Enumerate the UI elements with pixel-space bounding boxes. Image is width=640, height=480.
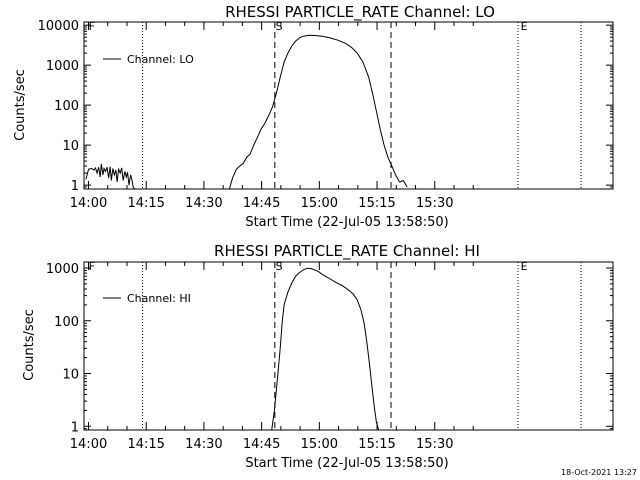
plot-layer: 1 10 100 1000 14:00 14:15 14:30 14:45 15:00 15:15…	[46, 260, 613, 452]
timestamp: 18-Oct-2021 13:27	[561, 468, 637, 477]
y-tick-label: 1	[71, 179, 79, 194]
x-tick-label: 14:45	[243, 437, 280, 452]
marker-label: E	[521, 260, 528, 273]
y-axis-label: Counts/sec	[13, 69, 28, 141]
y-tick-label: 100	[54, 315, 79, 330]
x-tick-label: 14:15	[127, 196, 164, 211]
y-tick-label: 10	[62, 368, 79, 383]
series-line	[228, 34, 408, 190]
x-tick-label: 14:15	[127, 437, 164, 452]
panel-hi: RHESSI PARTICLE_RATE Channel: HI Counts/…	[22, 242, 614, 471]
x-tick-label: 14:00	[70, 196, 107, 211]
y-tick-label: 100	[54, 99, 79, 114]
x-tick-label: 15:00	[301, 437, 338, 452]
x-tick-label: 15:00	[301, 196, 338, 211]
legend-label: Channel: HI	[127, 292, 191, 305]
x-tick-label: 14:00	[70, 437, 107, 452]
marker-label: S	[276, 260, 283, 273]
y-tick-label: 10000	[38, 19, 79, 34]
series-line	[85, 163, 136, 190]
y-tick-label: 10	[62, 139, 79, 154]
plot-layer: 1 10 100 1000 10000 14:00 14:15 14:30 14:45 15:00…	[38, 19, 613, 211]
x-tick-label: 14:30	[185, 196, 222, 211]
plot-frame	[83, 21, 614, 190]
x-tick-label: 14:45	[243, 196, 280, 211]
x-tick-label: 15:15	[358, 196, 395, 211]
x-axis-label: Start Time (22-Jul-05 13:58:50)	[245, 456, 448, 471]
x-tick-label: 15:30	[416, 196, 453, 211]
panel-lo: RHESSI PARTICLE_RATE Channel: LO Counts/…	[13, 3, 614, 230]
x-tick-label: 15:30	[416, 437, 453, 452]
chart-title: RHESSI PARTICLE_RATE Channel: HI	[214, 242, 480, 261]
y-tick-label: 1000	[46, 59, 79, 74]
y-tick-label: 1	[71, 420, 79, 435]
y-tick-label: 1000	[46, 262, 79, 277]
marker-label: F	[89, 20, 95, 33]
marker-label: F	[89, 260, 95, 273]
marker-label: S	[276, 20, 283, 33]
chart-title: RHESSI PARTICLE_RATE Channel: LO	[225, 3, 495, 22]
legend-label: Channel: LO	[127, 53, 194, 66]
x-tick-label: 15:15	[358, 437, 395, 452]
series-line	[271, 267, 380, 431]
x-tick-label: 14:30	[185, 437, 222, 452]
marker-label: E	[521, 20, 528, 33]
y-axis-label: Counts/sec	[22, 309, 37, 381]
plot-frame	[83, 261, 614, 431]
x-axis-label: Start Time (22-Jul-05 13:58:50)	[245, 215, 448, 230]
